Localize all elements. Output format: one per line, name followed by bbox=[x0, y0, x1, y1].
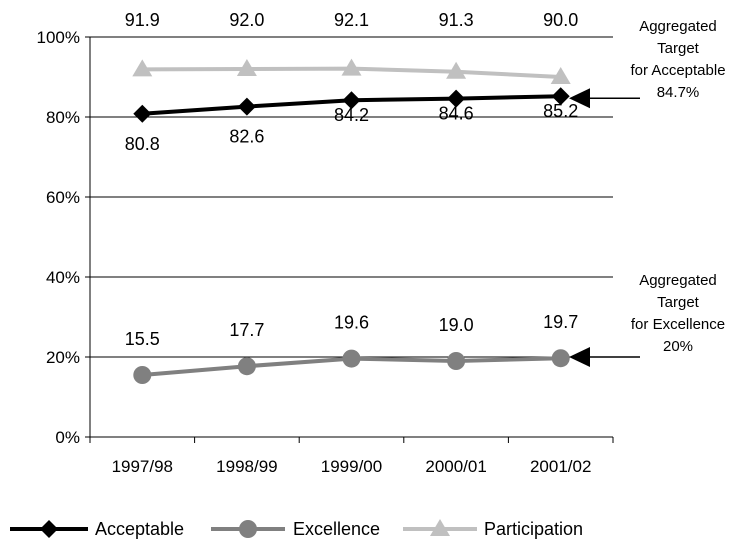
y-tick-label: 0% bbox=[55, 428, 80, 447]
series-lines bbox=[132, 58, 571, 384]
excellence-point bbox=[133, 366, 152, 384]
excellence-data-label: 19.6 bbox=[334, 313, 369, 333]
acceptable-point bbox=[237, 97, 256, 116]
excellence-point bbox=[237, 357, 256, 376]
target-arrow-head bbox=[569, 347, 590, 367]
legend-participation-label: Participation bbox=[484, 519, 583, 539]
data-labels: 91.9 92.0 92.1 91.3 90.0 80.8 82.6 84.2 84.6 85.2… bbox=[125, 10, 578, 349]
excellence-data-label: 19.0 bbox=[439, 315, 474, 335]
x-tick-label: 2000/01 bbox=[425, 457, 486, 476]
acceptable-data-label: 84.2 bbox=[334, 105, 369, 125]
target-annotation-text: Aggregated bbox=[639, 18, 717, 35]
target-annotation-text: for Acceptable bbox=[630, 62, 725, 79]
x-tick-label: 1998/99 bbox=[216, 457, 277, 476]
legend-participation-marker bbox=[430, 519, 450, 536]
participation-data-label: 91.3 bbox=[439, 10, 474, 30]
participation-point bbox=[446, 61, 467, 79]
axes: 0% 20% 40% 60% 80% 100% 1997/98 1998/99 1999/00 2… bbox=[37, 28, 614, 476]
acceptable-point bbox=[447, 89, 466, 108]
participation-point bbox=[132, 59, 153, 77]
participation-data-label: 90.0 bbox=[543, 10, 578, 30]
y-tick-label: 100% bbox=[37, 28, 80, 47]
excellence-point bbox=[342, 349, 361, 368]
acceptable-data-label: 85.2 bbox=[543, 101, 578, 121]
target-annotation-text: Target bbox=[657, 294, 700, 311]
legend: Acceptable Excellence Participation bbox=[10, 519, 583, 539]
target-arrow-head bbox=[569, 88, 590, 109]
legend-excellence-marker bbox=[239, 520, 257, 538]
x-tick-label: 2001/02 bbox=[530, 457, 591, 476]
acceptable-data-label: 84.6 bbox=[439, 104, 474, 124]
gridlines bbox=[90, 36, 613, 358]
excellence-data-label: 19.7 bbox=[543, 312, 578, 332]
target-annotation-text: Aggregated bbox=[639, 272, 717, 289]
target-annotations: Aggregated Target for Acceptable 84.7% Aggre… bbox=[569, 18, 726, 367]
y-tick-label: 80% bbox=[46, 108, 80, 127]
acceptable-point bbox=[133, 104, 152, 123]
legend-acceptable-marker bbox=[40, 520, 58, 538]
x-tick-label: 1997/98 bbox=[112, 457, 173, 476]
participation-point bbox=[550, 67, 571, 84]
y-tick-label: 40% bbox=[46, 268, 80, 287]
participation-data-label: 92.1 bbox=[334, 10, 369, 30]
target-annotation-text: for Excellence bbox=[631, 316, 725, 333]
participation-point bbox=[341, 58, 362, 76]
excellence-point bbox=[447, 352, 466, 370]
target-annotation-text: 84.7% bbox=[657, 84, 700, 101]
participation-data-label: 91.9 bbox=[125, 10, 160, 30]
excellence-data-label: 17.7 bbox=[229, 320, 264, 340]
legend-excellence-label: Excellence bbox=[293, 519, 380, 539]
x-tick-label: 1999/00 bbox=[321, 457, 382, 476]
acceptable-point bbox=[551, 87, 570, 106]
target-annotation-text: 20% bbox=[663, 338, 693, 355]
participation-data-label: 92.0 bbox=[229, 10, 264, 30]
acceptable-data-label: 82.6 bbox=[229, 127, 264, 147]
legend-acceptable-label: Acceptable bbox=[95, 519, 184, 539]
acceptable-point bbox=[342, 91, 361, 110]
excellence-point bbox=[551, 349, 570, 368]
excellence-data-label: 15.5 bbox=[125, 329, 160, 349]
y-tick-label: 20% bbox=[46, 348, 80, 367]
participation-point bbox=[236, 59, 257, 76]
acceptable-data-label: 80.8 bbox=[125, 134, 160, 154]
y-tick-label: 60% bbox=[46, 188, 80, 207]
target-annotation-text: Target bbox=[657, 40, 700, 57]
